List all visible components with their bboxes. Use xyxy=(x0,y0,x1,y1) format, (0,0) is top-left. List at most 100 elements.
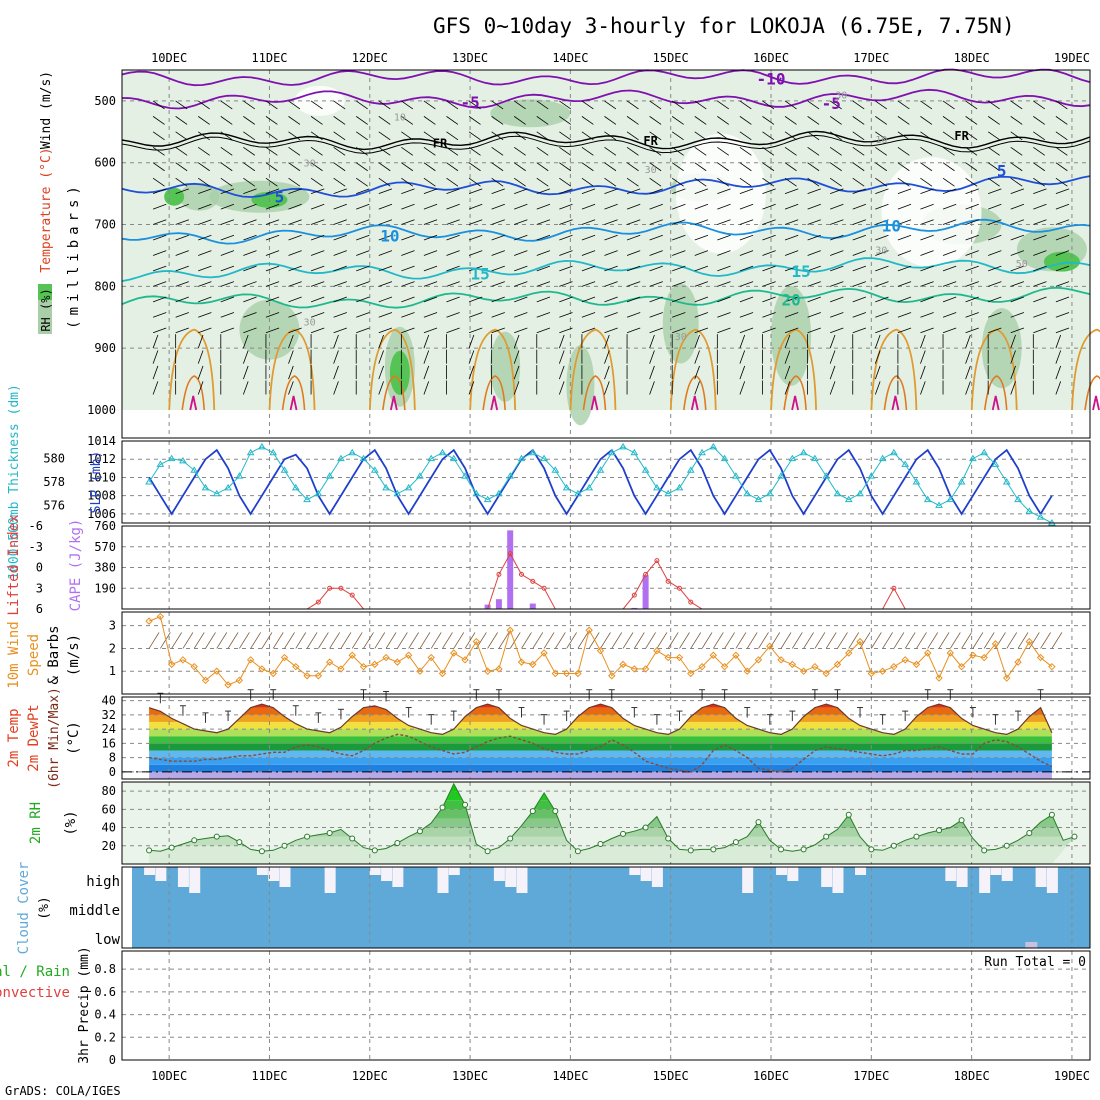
upper-wind-barb xyxy=(920,203,934,210)
ylabel-cape: CAPE (J/kg) xyxy=(68,519,84,612)
upper-wind-barb xyxy=(694,350,700,364)
wind-barb xyxy=(645,632,656,649)
upper-wind-barb xyxy=(694,203,709,210)
rh2m-marker xyxy=(1071,833,1078,840)
thickness-marker xyxy=(167,454,176,462)
upper-wind-barb xyxy=(536,234,551,241)
upper-wind-barb xyxy=(378,334,384,349)
thickness-marker xyxy=(291,483,300,491)
upper-wind-barb xyxy=(626,203,641,210)
upper-wind-barb xyxy=(356,219,370,225)
upper-wind-barb xyxy=(197,381,204,395)
rh-contour-label-6: 10 xyxy=(875,135,887,146)
upper-wind-barb xyxy=(649,365,655,380)
wind-marker xyxy=(732,651,740,659)
upper-wind-barb xyxy=(852,265,867,272)
li-marker xyxy=(891,585,897,591)
wind-barb xyxy=(927,632,939,649)
upper-wind-barb xyxy=(175,250,189,256)
upper-wind-barb xyxy=(265,162,278,172)
wind-barb xyxy=(284,632,295,649)
upper-wind-barb xyxy=(401,162,414,172)
rh2m-marker xyxy=(191,837,198,844)
upper-wind-barb xyxy=(559,203,573,210)
upper-wind-barb xyxy=(942,162,955,172)
wind-marker xyxy=(337,665,345,673)
upper-wind-barb xyxy=(852,177,865,187)
upper-wind-barb xyxy=(694,327,709,334)
upper-wind-barb xyxy=(288,365,294,380)
cloud-gap xyxy=(505,867,517,887)
isotherm-line-6 xyxy=(121,286,1091,309)
upper-wind-barb xyxy=(152,219,167,225)
pressure-tick-4: 900 xyxy=(94,341,116,355)
upper-wind-barb xyxy=(536,281,551,287)
upper-wind-barb xyxy=(468,177,481,187)
thickness-marker xyxy=(370,466,379,473)
upper-wind-barb xyxy=(288,312,302,318)
upper-wind-barb xyxy=(175,327,189,334)
upper-wind-barb xyxy=(920,188,934,195)
ylabel-temperature: Temperature (°C) xyxy=(39,147,54,272)
upper-wind-barb xyxy=(581,162,594,172)
thickness-marker xyxy=(686,466,695,473)
isotherm-line-4 xyxy=(121,218,1091,245)
wind-marker xyxy=(314,672,323,680)
wind-barb xyxy=(837,632,848,649)
grid-layer xyxy=(122,70,1090,1060)
upper-wind-barb xyxy=(1055,116,1068,125)
wind-marker xyxy=(675,653,684,662)
thickness-marker xyxy=(382,483,390,491)
cloud-gap xyxy=(177,867,189,887)
upper-wind-barb xyxy=(333,365,339,380)
upper-wind-barb xyxy=(671,146,684,156)
upper-wind-barb xyxy=(829,177,842,187)
upper-wind-barb xyxy=(897,265,912,272)
isotherm-label-7: 5 xyxy=(997,161,1007,180)
rh2m-marker xyxy=(168,844,175,851)
thickness-marker xyxy=(720,454,729,462)
li-tick-1: -3 xyxy=(29,540,43,554)
upper-wind-barb xyxy=(265,296,280,303)
upper-wind-barb xyxy=(807,296,821,303)
li-marker xyxy=(349,592,355,598)
upper-wind-barb xyxy=(242,365,249,380)
upper-wind-barb xyxy=(965,265,979,272)
rh-blob-8 xyxy=(566,345,595,426)
upper-wind-barb xyxy=(739,203,754,210)
upper-wind-barb xyxy=(378,203,393,210)
upper-wind-barb xyxy=(852,116,865,125)
rh-contour-label-4: 30 xyxy=(304,318,316,329)
thickness-marker xyxy=(540,454,548,462)
upper-wind-barb xyxy=(333,265,347,272)
rh2m-marker xyxy=(800,846,807,853)
wind-marker xyxy=(687,669,695,678)
upper-wind-barb xyxy=(942,131,955,141)
upper-wind-barb xyxy=(717,327,731,334)
upper-wind-barb xyxy=(807,116,820,125)
pressure-tick-3: 800 xyxy=(94,279,116,293)
upper-wind-barb xyxy=(649,312,663,318)
upper-wind-barb xyxy=(897,296,912,303)
upper-wind-barb xyxy=(513,131,526,141)
upper-wind-barb xyxy=(446,177,459,187)
slp-tick-1: 1008 xyxy=(87,489,116,503)
upper-wind-barb xyxy=(536,162,549,172)
upper-wind-barb xyxy=(468,327,483,334)
upper-wind-barb xyxy=(1033,312,1047,318)
upper-wind-barb xyxy=(514,296,528,303)
upper-wind-barb xyxy=(333,250,347,256)
thickness-marker xyxy=(732,472,740,479)
wind-marker xyxy=(1003,674,1011,682)
upper-wind-barb xyxy=(1010,327,1025,334)
rh-contour-label-2: 30 xyxy=(645,165,657,176)
upper-wind-barb xyxy=(378,162,391,172)
wind-marker xyxy=(867,669,876,678)
upper-wind-barb xyxy=(1055,146,1068,156)
wind-speed-line xyxy=(148,615,1053,686)
upper-wind-barb xyxy=(920,265,934,272)
thickness-marker xyxy=(517,454,526,462)
upper-wind-barb xyxy=(243,116,256,125)
thickness-marker xyxy=(912,478,921,485)
upper-wind-barb xyxy=(852,250,867,256)
